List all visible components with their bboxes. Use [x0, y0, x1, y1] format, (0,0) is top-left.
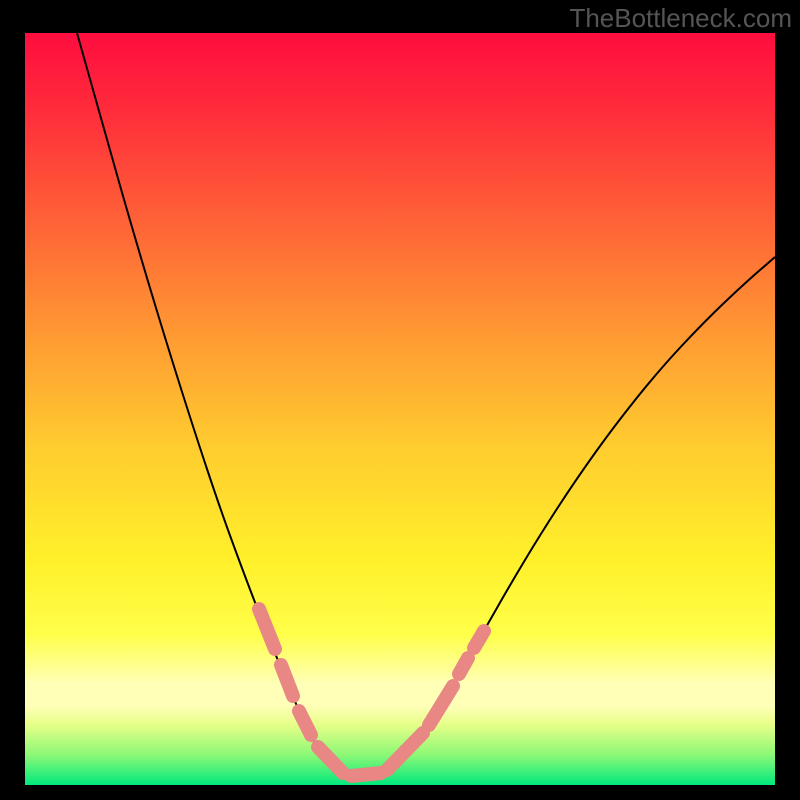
overlay-seg-left-2 — [299, 711, 311, 735]
watermark-text: TheBottleneck.com — [569, 3, 792, 34]
plot-area — [25, 33, 775, 785]
overlay-seg-left-0 — [259, 609, 275, 649]
bottleneck-curve — [77, 33, 775, 778]
frame-left — [0, 0, 25, 800]
chart-svg — [25, 33, 775, 785]
frame-bottom — [0, 785, 800, 800]
overlay-seg-right-0 — [387, 733, 423, 770]
overlay-group — [259, 609, 484, 776]
overlay-seg-right-2 — [459, 658, 468, 674]
overlay-seg-left-4 — [351, 773, 381, 776]
overlay-seg-right-3 — [474, 631, 484, 648]
overlay-seg-left-3 — [318, 747, 343, 773]
overlay-seg-right-1 — [429, 686, 453, 725]
frame-right — [775, 0, 800, 800]
overlay-seg-left-1 — [281, 665, 293, 696]
